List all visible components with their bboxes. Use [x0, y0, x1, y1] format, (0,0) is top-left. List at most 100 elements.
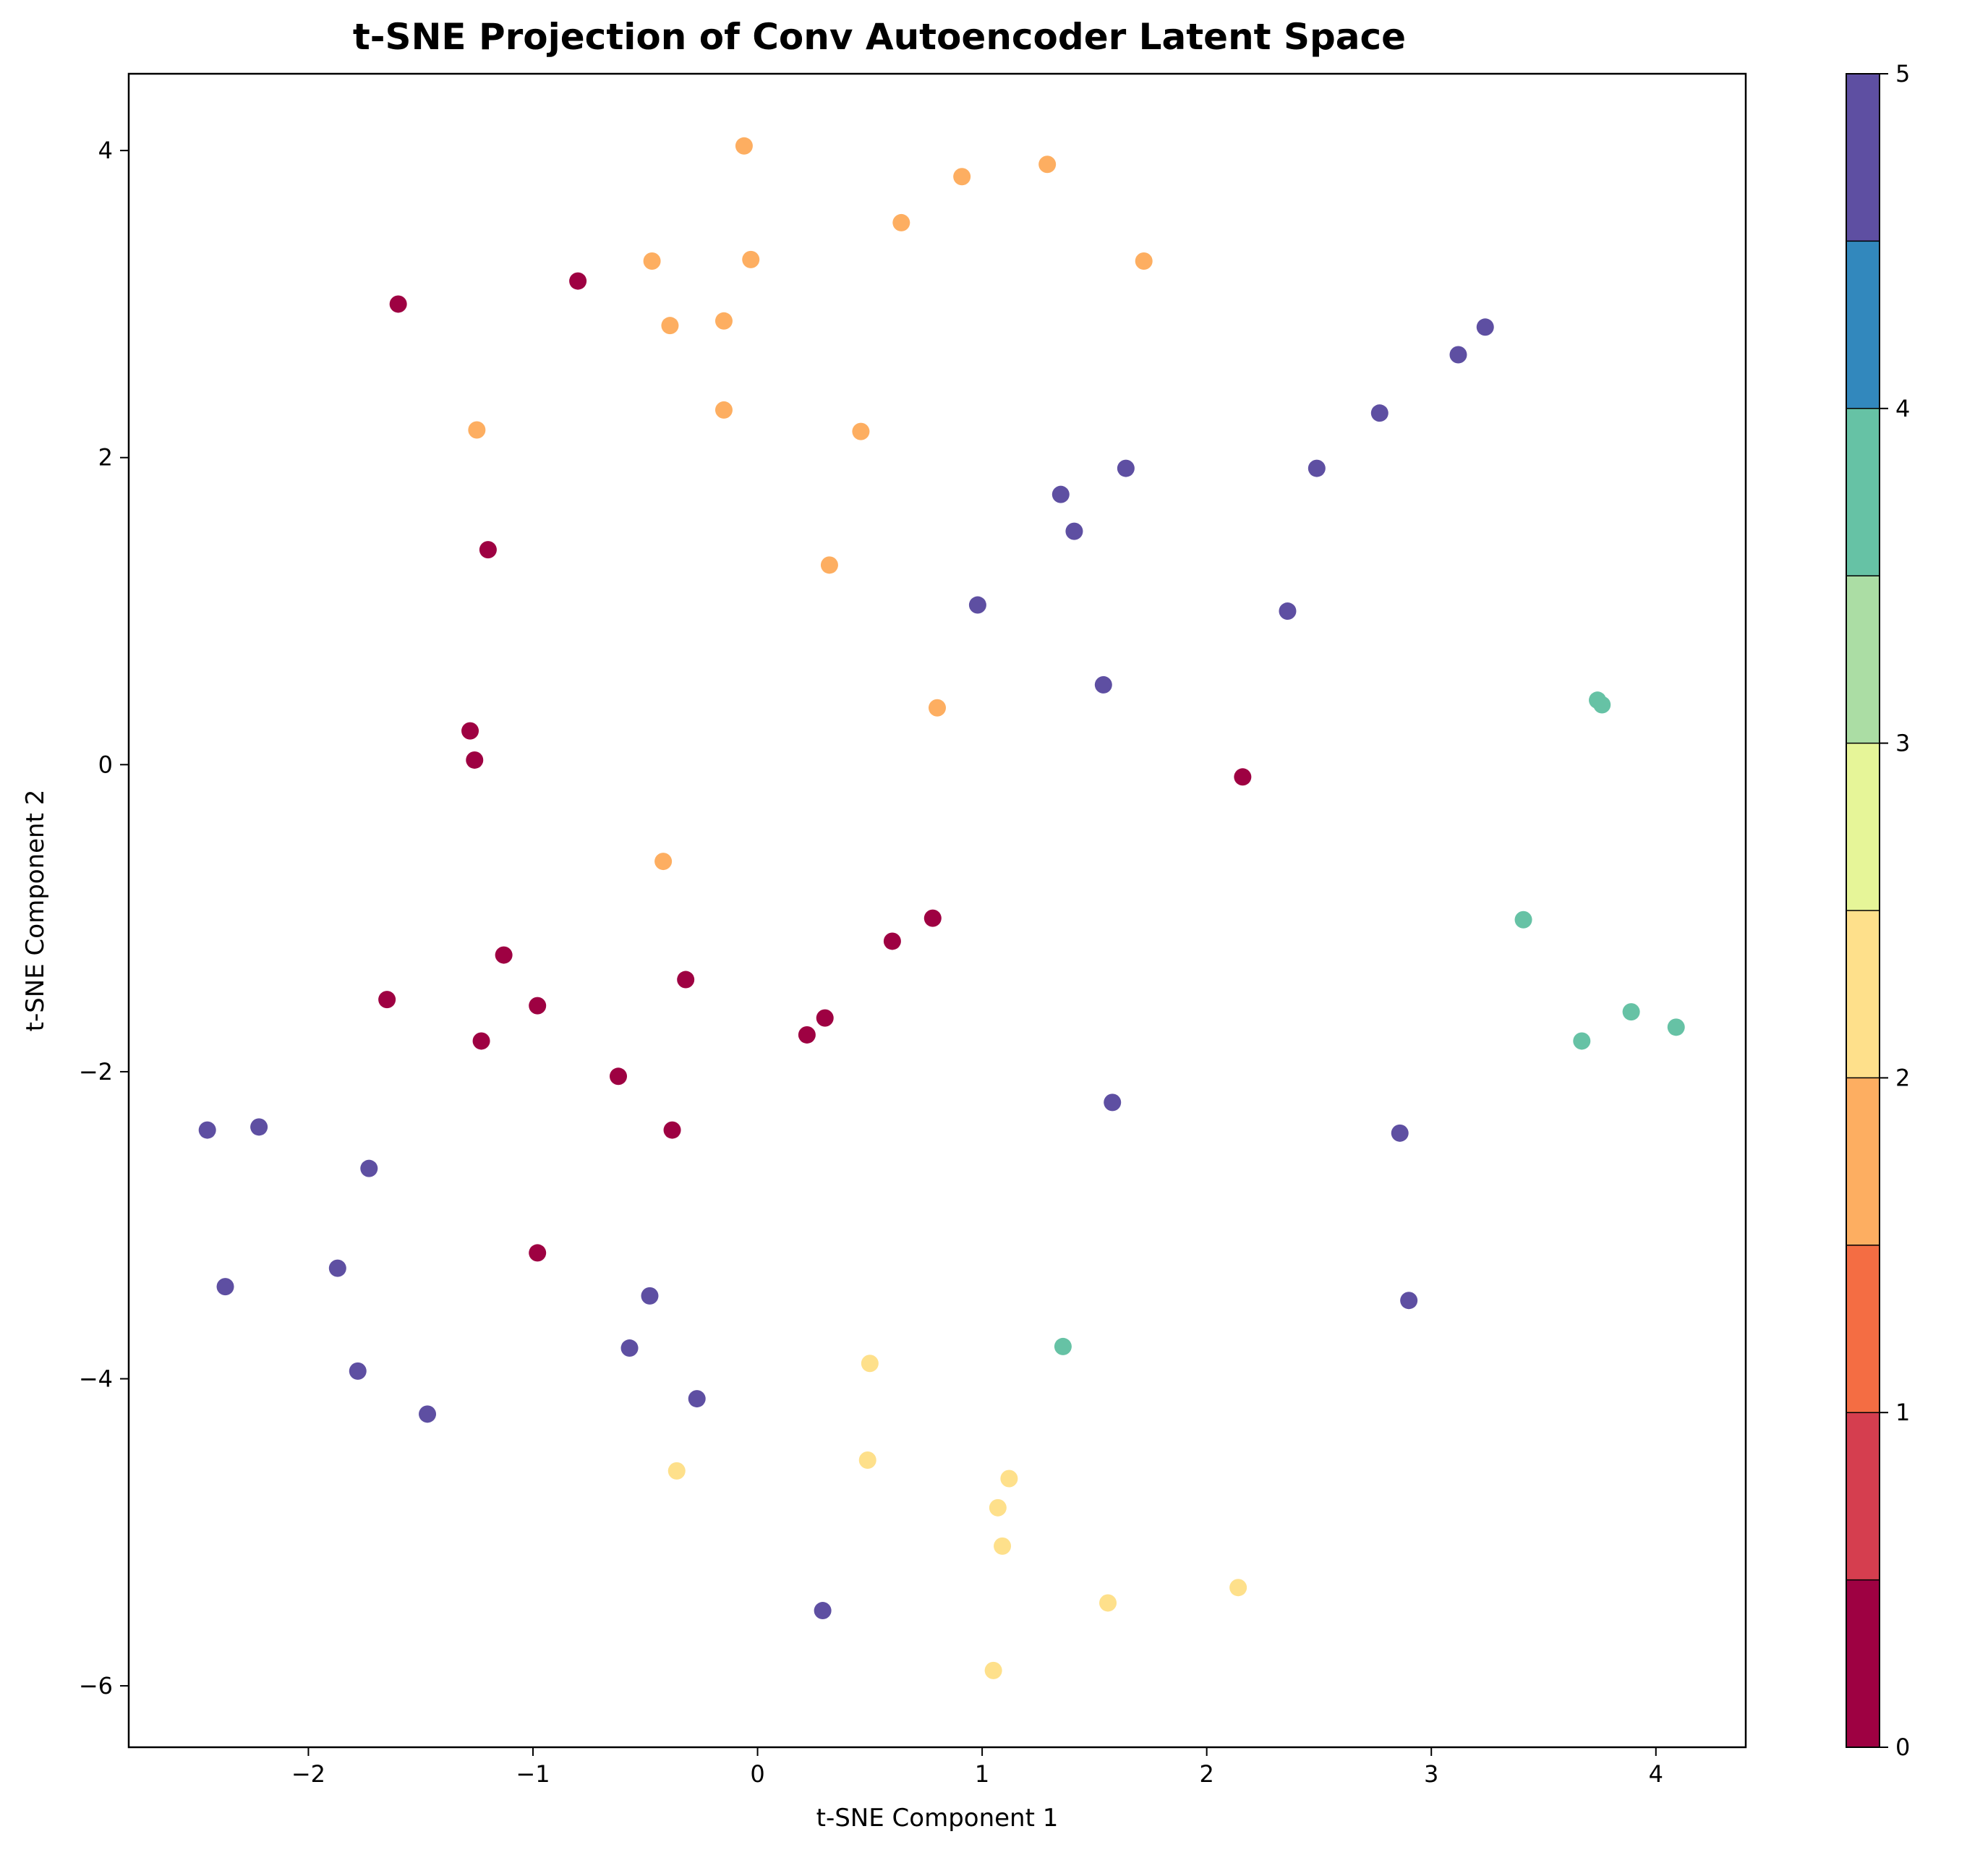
x-axis-ticks: −2 −1 0 1 2 3 4 — [291, 1747, 1663, 1788]
data-point-46 — [1622, 1003, 1640, 1021]
data-point-8 — [529, 997, 547, 1015]
y-tick-label-3: 0 — [98, 751, 113, 778]
data-point-20 — [1038, 155, 1057, 174]
data-point-23 — [742, 250, 760, 268]
plot-frame — [127, 72, 1747, 1749]
data-point-64 — [861, 1355, 879, 1373]
data-point-66 — [667, 1462, 686, 1480]
data-point-51 — [250, 1118, 268, 1136]
colorbar-frame — [1846, 73, 1880, 1748]
data-point-11 — [883, 932, 901, 950]
y-tick-label-2: −2 — [79, 1058, 113, 1086]
data-point-72 — [984, 1661, 1002, 1679]
data-point-57 — [641, 1287, 659, 1305]
data-point-65 — [858, 1451, 876, 1470]
colorbar-tick-label-4: 4 — [1895, 395, 1910, 422]
data-point-55 — [349, 1362, 367, 1380]
data-point-31 — [929, 699, 946, 717]
data-point-3 — [461, 722, 479, 740]
data-point-40 — [968, 596, 986, 614]
data-point-15 — [610, 1067, 628, 1086]
data-point-70 — [1229, 1579, 1247, 1597]
data-point-41 — [1279, 602, 1297, 621]
chart-title: t-SNE Projection of Conv Autoencoder Lat… — [353, 16, 1406, 58]
data-point-28 — [714, 401, 733, 419]
data-point-71 — [1099, 1594, 1117, 1612]
data-point-21 — [892, 213, 910, 231]
colorbar-band-5 — [1846, 743, 1880, 911]
data-point-44 — [1593, 696, 1611, 714]
data-point-16 — [663, 1121, 681, 1139]
data-point-53 — [328, 1259, 346, 1277]
data-point-35 — [1370, 404, 1388, 422]
points-layer — [198, 137, 1685, 1679]
data-point-69 — [994, 1537, 1012, 1555]
colorbar-tick-label-5: 5 — [1895, 60, 1910, 88]
data-point-33 — [1476, 318, 1494, 336]
data-point-17 — [529, 1244, 547, 1262]
data-point-39 — [1065, 522, 1083, 540]
data-point-5 — [1234, 768, 1252, 786]
data-point-48 — [1573, 1032, 1591, 1050]
colorbar-band-4 — [1846, 911, 1880, 1078]
data-point-2 — [479, 541, 497, 559]
data-point-34 — [1449, 346, 1467, 364]
colorbar: 0 1 2 3 4 5 — [1846, 60, 1910, 1761]
data-point-29 — [852, 422, 870, 440]
data-point-45 — [1514, 911, 1532, 929]
x-tick-label-6: 4 — [1649, 1760, 1663, 1788]
data-point-24 — [1135, 252, 1153, 270]
data-point-42 — [1094, 675, 1112, 694]
colorbar-band-7 — [1846, 408, 1880, 576]
data-point-26 — [714, 312, 733, 330]
y-tick-label-4: 2 — [98, 444, 113, 472]
data-point-37 — [1307, 459, 1326, 477]
data-point-67 — [1000, 1470, 1018, 1488]
y-axis-ticks: −6 −4 −2 0 2 4 — [79, 137, 129, 1700]
data-point-30 — [820, 556, 838, 574]
data-point-47 — [1667, 1018, 1685, 1036]
x-tick-label-4: 2 — [1199, 1760, 1213, 1788]
data-point-12 — [923, 909, 942, 927]
data-point-19 — [953, 168, 971, 186]
colorbar-band-9 — [1846, 74, 1880, 242]
data-point-22 — [643, 252, 661, 270]
colorbar-bands — [1846, 74, 1880, 1748]
data-point-68 — [989, 1498, 1007, 1517]
data-point-56 — [419, 1405, 437, 1423]
data-point-0 — [389, 295, 407, 313]
data-point-1 — [569, 272, 587, 290]
data-point-61 — [1391, 1124, 1409, 1142]
data-point-54 — [216, 1278, 234, 1296]
colorbar-tick-label-0: 0 — [1895, 1734, 1910, 1761]
x-tick-label-3: 1 — [975, 1760, 989, 1788]
data-point-10 — [677, 971, 695, 989]
colorbar-band-3 — [1846, 1078, 1880, 1246]
colorbar-ticks: 0 1 2 3 4 5 — [1880, 60, 1910, 1761]
data-point-9 — [472, 1032, 490, 1050]
data-point-60 — [1104, 1093, 1122, 1112]
data-point-6 — [495, 946, 513, 964]
colorbar-tick-label-1: 1 — [1895, 1399, 1910, 1426]
data-point-13 — [816, 1009, 834, 1027]
colorbar-band-0 — [1846, 1579, 1880, 1748]
colorbar-band-8 — [1846, 241, 1880, 409]
data-point-27 — [468, 421, 486, 439]
colorbar-tick-label-2: 2 — [1895, 1064, 1910, 1091]
x-tick-label-5: 3 — [1424, 1760, 1438, 1788]
data-point-58 — [620, 1339, 639, 1357]
data-point-4 — [466, 751, 484, 769]
x-tick-label-1: −1 — [516, 1760, 550, 1788]
colorbar-tick-label-3: 3 — [1895, 730, 1910, 757]
colorbar-band-2 — [1846, 1245, 1880, 1413]
plot-area: −2 −1 0 1 2 3 4 −6 −4 −2 0 2 4 — [79, 72, 1747, 1788]
data-point-52 — [360, 1159, 378, 1177]
colorbar-band-6 — [1846, 576, 1880, 744]
data-point-25 — [661, 317, 679, 335]
data-point-38 — [1051, 485, 1070, 503]
x-axis-label: t-SNE Component 1 — [816, 1804, 1059, 1833]
data-point-36 — [1117, 459, 1135, 477]
data-point-7 — [378, 991, 396, 1009]
data-point-59 — [688, 1390, 706, 1408]
y-tick-label-5: 4 — [98, 137, 113, 164]
